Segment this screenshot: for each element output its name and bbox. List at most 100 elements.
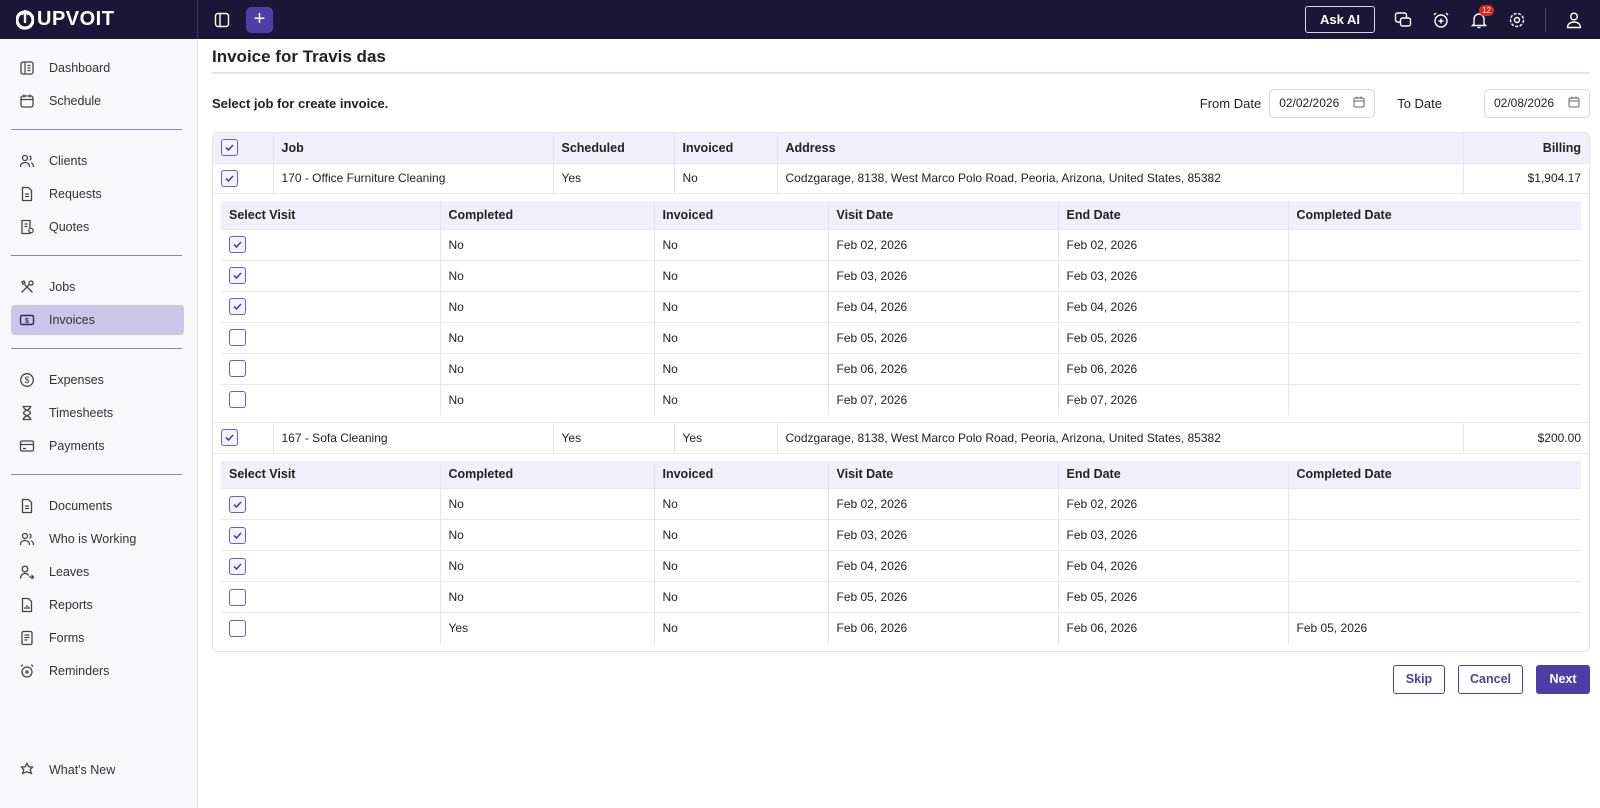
sidebar-item-reports[interactable]: Reports — [11, 590, 184, 620]
visit-row[interactable]: No No Feb 07, 2026 Feb 07, 2026 — [221, 383, 1581, 415]
visit-select-checkbox[interactable] — [229, 298, 246, 315]
visit-row[interactable]: No No Feb 04, 2026 Feb 04, 2026 — [221, 290, 1581, 322]
sidebar-item-expenses[interactable]: $ Expenses — [11, 365, 184, 395]
visit-completed-date — [1288, 550, 1581, 582]
sidebar-toggle-icon[interactable] — [212, 10, 232, 30]
visit-row[interactable]: No No Feb 03, 2026 Feb 03, 2026 — [221, 259, 1581, 291]
job-address: Codzgarage, 8138, West Marco Polo Road, … — [777, 422, 1464, 453]
visit-completed: No — [440, 488, 655, 520]
report-icon — [21, 597, 33, 613]
visit-end-date: Feb 07, 2026 — [1058, 383, 1289, 415]
sidebar-item-payments[interactable]: Payments — [11, 431, 184, 461]
visit-invoiced: No — [654, 550, 829, 582]
visit-date: Feb 05, 2026 — [828, 321, 1059, 353]
job-billing: $200.00 — [1463, 422, 1589, 453]
plus-icon: + — [253, 8, 266, 30]
visits-table: Select Visit Completed Invoiced Visit Date E… — [221, 460, 1581, 644]
visit-select-checkbox[interactable] — [229, 267, 246, 284]
sidebar-item-schedule[interactable]: Schedule — [11, 86, 184, 116]
visit-completed-date — [1288, 290, 1581, 322]
sidebar-item-requests[interactable]: Requests — [11, 179, 184, 209]
visit-end-date: Feb 04, 2026 — [1058, 290, 1289, 322]
visit-row[interactable]: No No Feb 05, 2026 Feb 05, 2026 — [221, 581, 1581, 613]
card-icon — [19, 440, 35, 452]
sidebar-divider — [11, 474, 182, 475]
visit-date: Feb 03, 2026 — [828, 259, 1059, 291]
visit-column-header: Invoiced — [654, 201, 829, 229]
visit-row[interactable]: No No Feb 06, 2026 Feb 06, 2026 — [221, 352, 1581, 384]
select-all-jobs-checkbox[interactable] — [221, 139, 238, 157]
visit-select-checkbox[interactable] — [229, 495, 246, 513]
sidebar-divider — [11, 129, 182, 130]
visit-row[interactable]: No No Feb 03, 2026 Feb 03, 2026 — [221, 519, 1581, 551]
tools-icon — [21, 280, 34, 293]
alarm-icon[interactable] — [1431, 10, 1451, 30]
calendar-icon[interactable] — [1568, 96, 1580, 111]
visit-select-checkbox[interactable] — [229, 619, 246, 637]
file-icon — [21, 498, 33, 514]
visit-column-header: End Date — [1058, 201, 1289, 229]
sidebar-item-jobs[interactable]: Jobs — [11, 272, 184, 302]
job-row[interactable]: 170 - Office Furniture Cleaning Yes No C… — [213, 162, 1589, 193]
job-billing: $1,904.17 — [1463, 162, 1589, 193]
alarm-icon — [20, 664, 34, 678]
visit-row[interactable]: No No Feb 02, 2026 Feb 02, 2026 — [221, 228, 1581, 260]
add-new-button[interactable]: + — [246, 6, 273, 33]
visit-select-checkbox[interactable] — [229, 557, 246, 575]
visit-end-date: Feb 03, 2026 — [1058, 259, 1289, 291]
visit-invoiced: No — [654, 488, 829, 520]
visit-completed: No — [440, 321, 655, 353]
sidebar-item-forms[interactable]: Forms — [11, 623, 184, 653]
job-select-checkbox[interactable] — [221, 429, 238, 447]
visit-row[interactable]: No No Feb 02, 2026 Feb 02, 2026 — [221, 488, 1581, 520]
sidebar-item-whats-new[interactable]: What's New — [11, 755, 185, 785]
sidebar-item-quotes[interactable]: Quotes — [11, 212, 184, 242]
visit-column-header: Select Visit — [221, 460, 441, 489]
visit-invoiced: No — [654, 581, 829, 613]
visit-end-date: Feb 06, 2026 — [1058, 612, 1289, 644]
column-header: Address — [777, 133, 1464, 163]
visit-invoiced: No — [654, 290, 829, 322]
job-select-checkbox[interactable] — [221, 169, 238, 187]
job-row[interactable]: 167 - Sofa Cleaning Yes Yes Codzgarage, … — [213, 422, 1589, 453]
cancel-button[interactable]: Cancel — [1458, 664, 1523, 694]
visit-completed: No — [440, 383, 655, 415]
sidebar-item-documents[interactable]: Documents — [11, 491, 184, 521]
visit-date: Feb 06, 2026 — [828, 612, 1059, 644]
chat-icon[interactable] — [1393, 10, 1413, 30]
sidebar-item-leaves[interactable]: Leaves — [11, 557, 184, 587]
sidebar-item-dashboard[interactable]: Dashboard — [11, 53, 184, 83]
sidebar-item-who-is-working[interactable]: Who is Working — [11, 524, 184, 554]
ask-ai-button[interactable]: Ask AI — [1305, 6, 1375, 33]
skip-button[interactable]: Skip — [1393, 664, 1445, 694]
visit-column-header: Completed Date — [1288, 201, 1581, 229]
visit-select-checkbox[interactable] — [229, 236, 246, 253]
sidebar-item-clients[interactable]: Clients — [11, 146, 184, 176]
gear-icon[interactable] — [1507, 10, 1527, 30]
logo[interactable]: UPVOIT — [0, 0, 198, 39]
visit-row[interactable]: Yes No Feb 06, 2026 Feb 06, 2026 Feb 05,… — [221, 612, 1581, 644]
visit-completed: No — [440, 228, 655, 260]
visit-row[interactable]: No No Feb 05, 2026 Feb 05, 2026 — [221, 321, 1581, 353]
divider — [1545, 7, 1546, 32]
visit-end-date: Feb 05, 2026 — [1058, 321, 1289, 353]
visit-select-checkbox[interactable] — [229, 391, 246, 409]
notifications-bell-icon[interactable]: 12 — [1469, 4, 1494, 30]
user-icon[interactable] — [1564, 10, 1584, 30]
visit-completed-date — [1288, 352, 1581, 384]
visit-select-checkbox[interactable] — [229, 588, 246, 606]
svg-text:$: $ — [24, 375, 29, 385]
from-date-input[interactable]: 02/02/2026 — [1269, 88, 1376, 118]
sidebar-item-timesheets[interactable]: Timesheets — [11, 398, 184, 428]
visit-select-checkbox[interactable] — [229, 329, 246, 346]
visit-column-header: Invoiced — [654, 460, 829, 489]
next-button[interactable]: Next — [1536, 664, 1590, 694]
visit-row[interactable]: No No Feb 04, 2026 Feb 04, 2026 — [221, 550, 1581, 582]
visit-select-checkbox[interactable] — [229, 526, 246, 544]
visit-end-date: Feb 04, 2026 — [1058, 550, 1289, 582]
calendar-icon[interactable] — [1353, 96, 1365, 111]
sidebar-item-invoices[interactable]: $ Invoices — [11, 305, 184, 335]
to-date-input[interactable]: 02/08/2026 — [1484, 88, 1590, 118]
sidebar-item-reminders[interactable]: Reminders — [11, 656, 184, 686]
visit-select-checkbox[interactable] — [229, 360, 246, 377]
